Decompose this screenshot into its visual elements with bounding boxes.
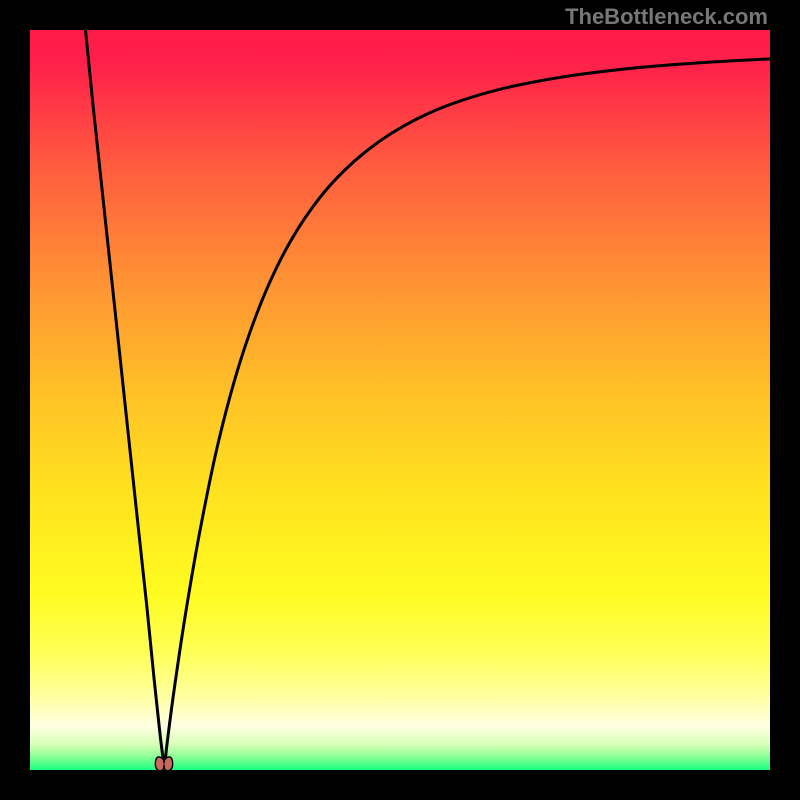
curve-path — [86, 30, 771, 763]
bottleneck-curve — [30, 30, 770, 770]
dip-marker-shape — [155, 755, 174, 770]
dip-marker-path — [156, 757, 173, 770]
watermark-text: TheBottleneck.com — [565, 4, 768, 30]
frame-bottom — [0, 770, 800, 800]
plot-area — [30, 30, 770, 770]
chart-root: TheBottleneck.com — [0, 0, 800, 800]
dip-marker — [155, 755, 174, 770]
frame-right — [770, 0, 800, 800]
frame-left — [0, 0, 30, 800]
